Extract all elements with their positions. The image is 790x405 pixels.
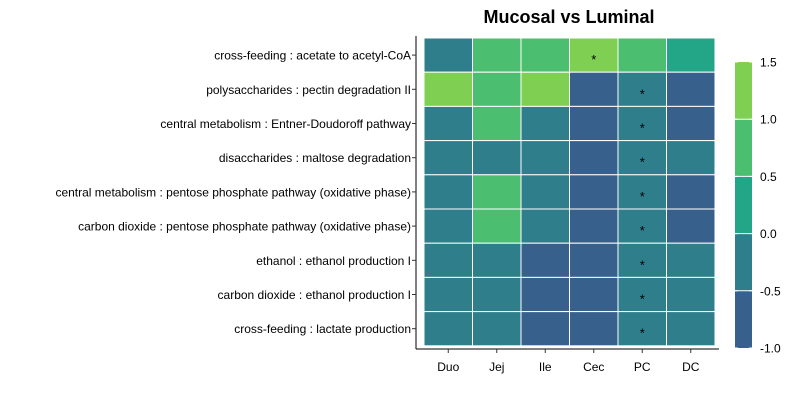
y-tick-label: central metabolism : Entner-Doudoroff pa… xyxy=(160,117,411,131)
heatmap-cell xyxy=(520,140,570,176)
heatmap-cell xyxy=(666,71,716,107)
x-tick-label: Duo xyxy=(437,360,459,374)
legend-tick-label: -0.5 xyxy=(760,284,781,298)
heatmap-cell xyxy=(423,242,473,278)
heatmap-cell xyxy=(569,37,619,73)
legend-color-bin xyxy=(735,233,752,291)
y-tick-label: ethanol : ethanol production I xyxy=(256,254,411,268)
x-tick-label: DC xyxy=(682,360,700,374)
heatmap-cell xyxy=(423,311,473,347)
heatmap-cell xyxy=(666,242,716,278)
heatmap-cell xyxy=(666,140,716,176)
heatmap-cell xyxy=(423,105,473,142)
significance-marker: * xyxy=(640,121,645,136)
heatmap-cell xyxy=(423,208,473,244)
significance-marker: * xyxy=(640,257,645,272)
heatmap-cell xyxy=(520,174,570,210)
chart-title: Mucosal vs Luminal xyxy=(483,7,654,27)
heatmap-cell xyxy=(423,174,473,210)
heatmap-cell xyxy=(520,71,570,107)
heatmap-cell xyxy=(569,242,619,278)
y-tick-label: cross-feeding : lactate production xyxy=(234,322,411,336)
heatmap-cell xyxy=(423,140,473,176)
y-tick-label: carbon dioxide : pentose phosphate pathw… xyxy=(78,220,411,234)
y-tick-label: polysaccharides : pectin degradation II xyxy=(206,83,411,97)
legend-color-bin xyxy=(735,176,752,234)
heatmap-cell xyxy=(617,311,667,347)
significance-marker: * xyxy=(640,223,645,238)
heatmap-cell xyxy=(520,311,570,347)
heatmap-cell xyxy=(666,311,716,347)
significance-marker: * xyxy=(640,86,645,101)
heatmap-cell xyxy=(666,208,716,244)
legend-color-bin xyxy=(735,290,752,348)
significance-marker: * xyxy=(640,155,645,170)
y-tick-label: central metabolism : pentose phosphate p… xyxy=(55,185,411,199)
x-tick-label: Cec xyxy=(583,360,604,374)
heatmap-cell xyxy=(569,140,619,176)
heatmap-cell xyxy=(472,140,522,176)
heatmap-cell xyxy=(666,174,716,210)
heatmap-cell xyxy=(569,105,619,142)
heatmap-cell xyxy=(520,208,570,244)
heatmap-cell xyxy=(617,208,667,244)
legend-color-bin xyxy=(735,62,752,120)
heatmap-cell xyxy=(472,311,522,347)
significance-marker: * xyxy=(640,292,645,307)
heatmap-cell xyxy=(472,276,522,313)
heatmap-cell xyxy=(423,276,473,313)
x-tick-label: Jej xyxy=(489,360,504,374)
legend-color-bin xyxy=(735,119,752,177)
x-tick-label: PC xyxy=(634,360,651,374)
y-tick-label: cross-feeding : acetate to acetyl-CoA xyxy=(214,49,411,63)
heatmap-cell xyxy=(520,242,570,278)
significance-marker: * xyxy=(640,189,645,204)
heatmap-cell xyxy=(472,208,522,244)
significance-marker: * xyxy=(640,326,645,341)
heatmap-cell xyxy=(569,276,619,313)
heatmap-cell xyxy=(472,242,522,278)
legend-tick-label: 0.5 xyxy=(760,170,777,184)
heatmap-cell xyxy=(617,276,667,313)
heatmap-cell xyxy=(472,174,522,210)
heatmap-cell xyxy=(472,71,522,107)
x-tick-label: Ile xyxy=(539,360,552,374)
heatmap-cell xyxy=(569,208,619,244)
y-tick-label: disaccharides : maltose degradation xyxy=(219,151,411,165)
legend-tick-label: 1.0 xyxy=(760,113,777,127)
heatmap-cell xyxy=(472,105,522,142)
heatmap-cell xyxy=(617,71,667,107)
heatmap-cell xyxy=(666,37,716,73)
significance-marker: * xyxy=(591,52,596,67)
heatmap-cell xyxy=(569,71,619,107)
legend-tick-label: 1.5 xyxy=(760,56,777,70)
heatmap-cell xyxy=(520,37,570,73)
y-tick-label: carbon dioxide : ethanol production I xyxy=(218,288,411,302)
heatmap-cell xyxy=(520,276,570,313)
heatmap-cell xyxy=(472,37,522,73)
heatmap-cell xyxy=(423,37,473,73)
heatmap-cell xyxy=(617,37,667,73)
heatmap-cell xyxy=(666,105,716,142)
heatmap-cell xyxy=(423,71,473,107)
heatmap-cell xyxy=(569,311,619,347)
legend-tick-label: -1.0 xyxy=(760,342,781,356)
heatmap-cell xyxy=(569,174,619,210)
heatmap-cell xyxy=(666,276,716,313)
heatmap-cell xyxy=(520,105,570,142)
legend-tick-label: 0.0 xyxy=(760,227,777,241)
